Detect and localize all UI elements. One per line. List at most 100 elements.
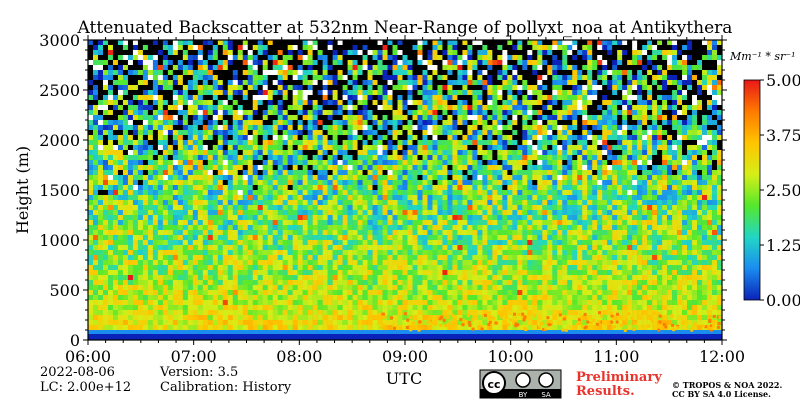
heatmap-cell bbox=[482, 125, 488, 131]
heatmap-cell bbox=[347, 140, 353, 146]
heatmap-cell bbox=[642, 210, 648, 216]
heatmap-cell bbox=[262, 150, 269, 156]
heatmap-cell bbox=[697, 135, 703, 141]
heatmap-cell bbox=[432, 100, 438, 106]
heatmap-cell bbox=[432, 95, 438, 101]
heatmap-cell bbox=[192, 210, 199, 216]
heatmap-cell bbox=[372, 175, 378, 181]
heatmap-cell bbox=[237, 170, 244, 176]
heatmap-cell bbox=[702, 210, 708, 216]
heatmap-cell bbox=[347, 225, 353, 231]
heatmap-cell bbox=[617, 70, 623, 76]
heatmap-cell bbox=[412, 185, 418, 191]
heatmap-cell bbox=[372, 115, 378, 121]
heatmap-cell bbox=[702, 185, 708, 191]
heatmap-cell bbox=[507, 110, 513, 116]
heatmap-cell bbox=[417, 75, 423, 81]
heatmap-cell bbox=[667, 65, 673, 71]
heatmap-cell bbox=[632, 155, 638, 161]
heatmap-cell bbox=[362, 165, 368, 171]
heatmap-cell bbox=[462, 160, 468, 166]
heatmap-cell bbox=[692, 110, 698, 116]
heatmap-cell bbox=[687, 200, 693, 206]
heatmap-cell bbox=[552, 140, 558, 146]
heatmap-cell bbox=[262, 70, 269, 76]
heatmap-cell bbox=[452, 175, 458, 181]
heatmap-cell bbox=[582, 170, 588, 176]
heatmap-cell bbox=[362, 110, 368, 116]
heatmap-cell bbox=[122, 85, 129, 91]
heatmap-cell bbox=[487, 75, 493, 81]
heatmap-cell bbox=[322, 190, 328, 196]
heatmap-cell bbox=[397, 215, 403, 221]
heatmap-cell bbox=[182, 125, 189, 131]
heatmap-cell bbox=[572, 40, 578, 46]
heatmap-cell bbox=[677, 170, 683, 176]
heatmap-cell bbox=[222, 130, 229, 136]
heatmap-cell bbox=[317, 155, 323, 161]
heatmap-cell bbox=[202, 145, 209, 151]
heatmap-cell bbox=[157, 210, 164, 216]
heatmap-cell bbox=[662, 165, 668, 171]
heatmap-cell bbox=[717, 55, 723, 61]
heatmap-cell bbox=[472, 160, 478, 166]
heatmap-cell bbox=[117, 60, 124, 66]
heatmap-cell bbox=[612, 215, 618, 221]
heatmap-cell bbox=[627, 75, 633, 81]
heatmap-cell bbox=[622, 230, 628, 236]
heatmap-cell bbox=[252, 60, 259, 66]
heatmap-cell bbox=[297, 195, 303, 201]
heatmap-cell bbox=[512, 105, 518, 111]
heatmap-cell bbox=[532, 95, 538, 101]
heatmap-cell bbox=[127, 95, 134, 101]
heatmap-cell bbox=[212, 55, 219, 61]
heatmap-cell bbox=[627, 70, 633, 76]
heatmap-cell bbox=[272, 75, 278, 81]
heatmap-cell bbox=[127, 205, 134, 211]
heatmap-cell bbox=[227, 210, 234, 216]
heatmap-cell bbox=[88, 135, 94, 141]
heatmap-cell bbox=[282, 85, 288, 91]
heatmap-cell bbox=[667, 125, 673, 131]
heatmap-cell bbox=[297, 200, 303, 206]
heatmap-cell bbox=[702, 220, 708, 226]
heatmap-cell bbox=[517, 160, 523, 166]
heatmap-cell bbox=[472, 85, 478, 91]
heatmap-cell bbox=[292, 110, 298, 116]
heatmap-cell bbox=[427, 205, 433, 211]
heatmap-cell bbox=[547, 145, 553, 151]
heatmap-cell bbox=[437, 60, 443, 66]
heatmap-cell bbox=[207, 80, 214, 86]
heatmap-cell bbox=[647, 110, 653, 116]
heatmap-cell bbox=[672, 215, 678, 221]
heatmap-cell bbox=[162, 55, 169, 61]
heatmap-cell bbox=[142, 165, 149, 171]
heatmap-cell bbox=[472, 95, 478, 101]
heatmap-cell bbox=[357, 50, 363, 56]
heatmap-cell bbox=[647, 40, 653, 46]
heatmap-cell bbox=[457, 195, 463, 201]
heatmap-cell bbox=[462, 100, 468, 106]
heatmap-cell bbox=[472, 215, 478, 221]
heatmap-cell bbox=[392, 190, 398, 196]
heatmap-cell bbox=[217, 225, 224, 231]
heatmap-cell bbox=[562, 115, 568, 121]
heatmap-cell bbox=[492, 155, 498, 161]
heatmap-cell bbox=[377, 205, 383, 211]
heatmap-cell bbox=[542, 125, 548, 131]
heatmap-cell bbox=[672, 205, 678, 211]
heatmap-cell bbox=[222, 200, 229, 206]
heatmap-cell bbox=[572, 105, 578, 111]
heatmap-cell bbox=[442, 220, 448, 226]
heatmap-cell bbox=[507, 130, 513, 136]
heatmap-cell bbox=[177, 75, 184, 81]
heatmap-cell bbox=[367, 60, 373, 66]
heatmap-cell bbox=[392, 200, 398, 206]
heatmap-cell bbox=[532, 40, 538, 46]
heatmap-cell bbox=[387, 145, 393, 151]
heatmap-cell bbox=[297, 230, 303, 236]
heatmap-cell bbox=[122, 45, 129, 51]
heatmap-cell bbox=[522, 225, 528, 231]
heatmap-cell bbox=[612, 65, 618, 71]
heatmap-cell bbox=[502, 80, 508, 86]
